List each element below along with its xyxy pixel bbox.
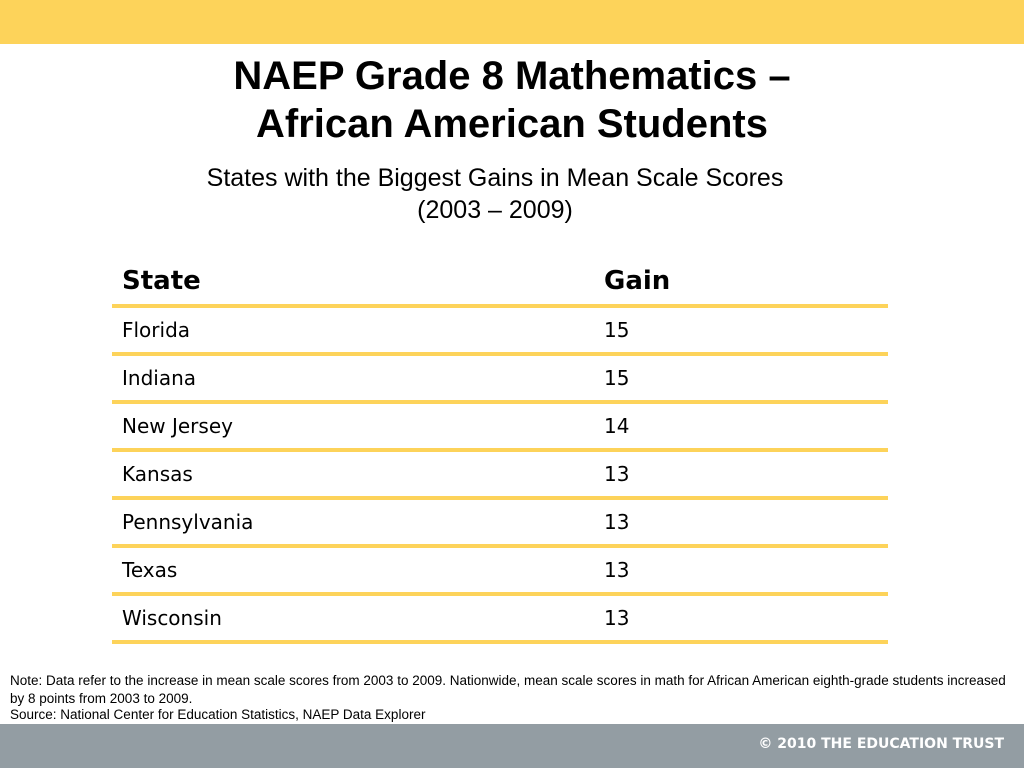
top-accent-band bbox=[0, 0, 1024, 44]
header-state: State bbox=[112, 258, 594, 308]
cell-state: Kansas bbox=[112, 450, 594, 500]
gains-table: State Gain Florida 15 Indiana 15 New Jer… bbox=[112, 258, 888, 644]
bottom-footer-band bbox=[0, 724, 1024, 768]
cell-gain: 14 bbox=[594, 402, 888, 452]
cell-state: Texas bbox=[112, 546, 594, 596]
subtitle-line-2: (2003 – 2009) bbox=[417, 196, 573, 224]
header-gain: Gain bbox=[594, 258, 888, 308]
table-row: Pennsylvania 13 bbox=[112, 498, 888, 548]
cell-gain: 13 bbox=[594, 498, 888, 548]
cell-state: Florida bbox=[112, 306, 594, 356]
cell-state: Wisconsin bbox=[112, 594, 594, 644]
copyright-text: © 2010 THE EDUCATION TRUST bbox=[758, 736, 1004, 752]
page-subtitle: States with the Biggest Gains in Mean Sc… bbox=[0, 162, 990, 226]
cell-gain: 13 bbox=[594, 450, 888, 500]
page-title: NAEP Grade 8 Mathematics – African Ameri… bbox=[0, 52, 1024, 148]
table-row: New Jersey 14 bbox=[112, 402, 888, 452]
title-line-1: NAEP Grade 8 Mathematics – bbox=[233, 54, 791, 98]
table-row: Florida 15 bbox=[112, 306, 888, 356]
cell-state: New Jersey bbox=[112, 402, 594, 452]
cell-gain: 13 bbox=[594, 594, 888, 644]
footnote: Note: Data refer to the increase in mean… bbox=[10, 673, 1006, 706]
cell-gain: 15 bbox=[594, 306, 888, 356]
cell-state: Pennsylvania bbox=[112, 498, 594, 548]
source-citation: Source: National Center for Education St… bbox=[10, 707, 426, 722]
cell-gain: 13 bbox=[594, 546, 888, 596]
title-line-2: African American Students bbox=[256, 102, 768, 146]
cell-gain: 15 bbox=[594, 354, 888, 404]
cell-state: Indiana bbox=[112, 354, 594, 404]
subtitle-line-1: States with the Biggest Gains in Mean Sc… bbox=[206, 164, 784, 192]
table-row: Texas 13 bbox=[112, 546, 888, 596]
table-row: Kansas 13 bbox=[112, 450, 888, 500]
table-row: Indiana 15 bbox=[112, 354, 888, 404]
table-header-row: State Gain bbox=[112, 258, 888, 308]
table-row: Wisconsin 13 bbox=[112, 594, 888, 644]
